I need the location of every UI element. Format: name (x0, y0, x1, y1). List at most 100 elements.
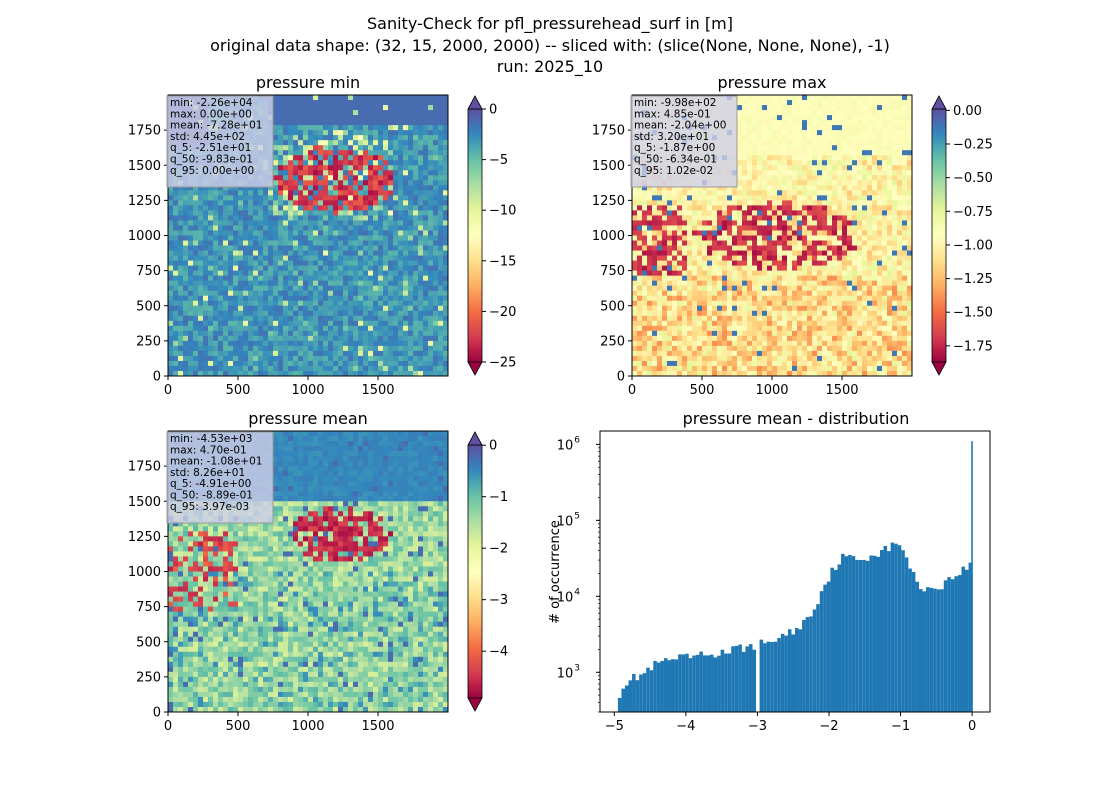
heatmap-cell (403, 205, 409, 211)
heatmap-cell (827, 170, 833, 176)
heatmap-cell (343, 310, 349, 317)
heatmap-cell (697, 205, 703, 211)
heatmap-cell (737, 225, 743, 231)
heatmap-cell (308, 250, 314, 256)
heatmap-cell (288, 325, 294, 332)
heatmap-cell (168, 220, 174, 226)
heatmap-cell (308, 185, 314, 191)
heatmap-cell (238, 290, 244, 297)
heatmap-cell (253, 190, 259, 196)
heatmap-cell (288, 280, 294, 287)
heatmap-cell (443, 135, 449, 141)
heatmap-cell (358, 300, 364, 307)
heatmap-cell (278, 210, 284, 216)
heatmap-cell (897, 195, 903, 201)
heatmap-cell (438, 145, 444, 151)
heatmap-cell (418, 135, 424, 141)
heatmap-cell (862, 215, 868, 221)
heatmap-cell (842, 240, 848, 246)
heatmap-cell (418, 325, 424, 332)
heatmap-cell (423, 150, 429, 156)
heatmap-cell (278, 230, 284, 236)
heatmap-cell (333, 260, 339, 267)
heatmap-cell (652, 245, 658, 251)
heatmap-cell (248, 370, 254, 377)
heatmap-cell (293, 345, 299, 352)
heatmap-cell (248, 285, 254, 292)
heatmap-cell (762, 165, 768, 171)
heatmap-cell (687, 210, 693, 216)
heatmap-cell (423, 135, 429, 141)
heatmap-cell (732, 215, 738, 221)
heatmap-cell (727, 195, 733, 201)
heatmap-cell (328, 310, 334, 317)
heatmap-cell (393, 225, 399, 231)
heatmap-cell (328, 205, 334, 211)
heatmap-cell (378, 160, 384, 166)
heatmap-cell (378, 230, 384, 236)
heatmap-cell (183, 300, 189, 307)
heatmap-cell (343, 185, 349, 191)
heatmap-cell (667, 225, 673, 231)
heatmap-cell (862, 115, 868, 121)
heatmap-cell (842, 130, 848, 136)
heatmap-cell (293, 155, 299, 161)
heatmap-cell (313, 250, 319, 256)
heatmap-cell (403, 95, 409, 101)
heatmap-cell (398, 330, 404, 337)
heatmap-cell (328, 95, 334, 101)
heatmap-cell (318, 180, 324, 186)
heatmap-cell (423, 200, 429, 206)
heatmap-cell (443, 185, 449, 191)
heatmap-cell (767, 190, 773, 196)
heatmap-cell (787, 210, 793, 216)
heatmap-cell (333, 245, 339, 251)
heatmap-cell (907, 200, 913, 206)
heatmap-cell (388, 280, 394, 287)
heatmap-cell (852, 185, 858, 191)
heatmap-cell (802, 125, 808, 131)
heatmap-cell (278, 145, 284, 151)
heatmap-cell (842, 200, 848, 206)
heatmap-cell (408, 330, 414, 337)
heatmap-cell (178, 190, 184, 196)
heatmap-cell (388, 115, 394, 121)
heatmap-cell (857, 165, 863, 171)
heatmap-cell (787, 160, 793, 166)
heatmap-cell (273, 125, 279, 131)
heatmap-cell (358, 220, 364, 226)
heatmap-cell (717, 230, 723, 236)
heatmap-cell (632, 230, 638, 236)
heatmap-cell (373, 255, 379, 261)
heatmap-cell (887, 240, 893, 246)
heatmap-cell (383, 275, 389, 282)
heatmap-cell (892, 195, 898, 201)
heatmap-cell (802, 145, 808, 151)
heatmap-cell (258, 220, 264, 226)
heatmap-cell (298, 105, 304, 111)
heatmap-cell (787, 190, 793, 196)
heatmap-cell (348, 275, 354, 282)
heatmap-cell (308, 220, 314, 226)
heatmap-cell (802, 245, 808, 251)
heatmap-cell (443, 365, 449, 372)
heatmap-cell (373, 130, 379, 136)
heatmap-cell (737, 220, 743, 226)
heatmap-cell (208, 335, 214, 342)
heatmap-cell (423, 105, 429, 111)
heatmap-cell (433, 160, 439, 166)
heatmap-cell (313, 290, 319, 297)
heatmap-cell (298, 100, 304, 106)
heatmap-cell (283, 220, 289, 226)
heatmap-cell (298, 95, 304, 101)
heatmap-cell (892, 125, 898, 131)
heatmap-cell (757, 225, 763, 231)
heatmap-cell (293, 140, 299, 146)
heatmap-cell (248, 205, 254, 211)
heatmap-cell (228, 335, 234, 342)
heatmap-cell (443, 300, 449, 307)
heatmap-cell (298, 220, 304, 226)
heatmap-cell (268, 215, 274, 221)
heatmap-cell (313, 255, 319, 261)
heatmap-cell (777, 205, 783, 211)
